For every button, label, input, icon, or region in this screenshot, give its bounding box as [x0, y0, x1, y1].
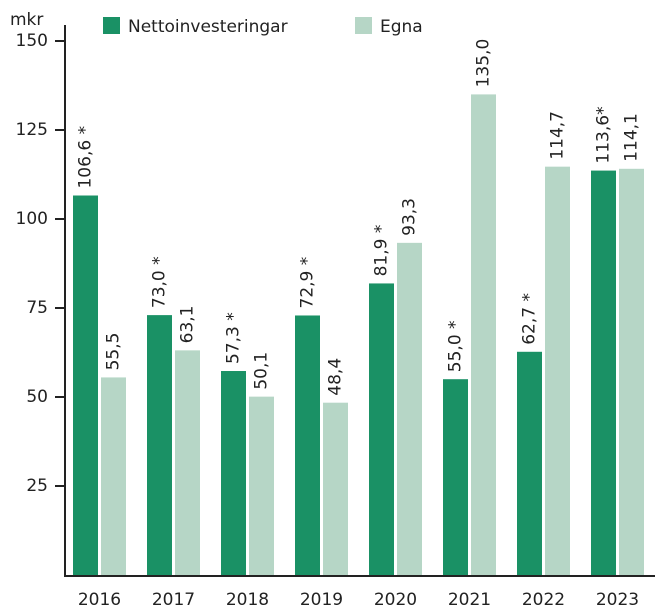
y-tick-label: 25 — [26, 476, 48, 496]
y-tick-label: 100 — [16, 209, 48, 229]
x-tick-label: 2017 — [152, 590, 195, 610]
bar — [221, 371, 246, 575]
x-tick-label: 2022 — [522, 590, 565, 610]
legend-label: Nettoinvesteringar — [128, 17, 288, 37]
data-label: 135,0 — [474, 39, 494, 88]
data-label: 48,4 — [326, 358, 346, 396]
data-label: 55,0 * — [446, 320, 466, 372]
bar — [471, 94, 496, 576]
y-tick-label: 150 — [16, 31, 48, 51]
bar — [175, 350, 200, 575]
legend-label: Egna — [380, 17, 423, 37]
data-label: 93,3 — [400, 198, 420, 236]
data-label: 72,9 * — [298, 257, 318, 309]
bar — [517, 351, 542, 575]
y-tick-label: 125 — [16, 120, 48, 140]
legend-swatch — [103, 17, 120, 34]
bar — [147, 315, 172, 575]
bar — [397, 242, 422, 576]
bar — [249, 396, 274, 575]
x-tick-label: 2018 — [226, 590, 269, 610]
bar — [73, 195, 98, 575]
bar — [619, 168, 644, 575]
data-label: 81,9 * — [372, 225, 392, 277]
data-label: 113,6* — [594, 106, 614, 163]
data-label: 114,7 — [548, 111, 568, 160]
legend-swatch — [355, 17, 372, 34]
data-label: 50,1 — [252, 352, 272, 390]
y-tick-label: 75 — [26, 298, 48, 318]
bar — [369, 283, 394, 575]
data-label: 63,1 — [178, 306, 198, 344]
y-tick-label: 50 — [26, 387, 48, 407]
x-tick-label: 2016 — [78, 590, 121, 610]
data-label: 62,7 * — [520, 293, 540, 345]
data-label: 106,6 * — [76, 126, 96, 189]
bar — [443, 379, 468, 575]
data-label: 73,0 * — [150, 256, 170, 308]
bar — [101, 377, 126, 575]
data-label: 55,5 — [104, 333, 124, 371]
bar — [591, 170, 616, 576]
x-tick-label: 2021 — [448, 590, 491, 610]
bar — [545, 166, 570, 575]
x-tick-label: 2019 — [300, 590, 343, 610]
data-label: 114,1 — [622, 113, 642, 162]
bar — [295, 315, 320, 575]
bar — [323, 402, 348, 575]
data-label: 57,3 * — [224, 312, 244, 364]
x-tick-label: 2020 — [374, 590, 417, 610]
y-axis-label: mkr — [10, 10, 43, 30]
x-tick-label: 2023 — [596, 590, 639, 610]
